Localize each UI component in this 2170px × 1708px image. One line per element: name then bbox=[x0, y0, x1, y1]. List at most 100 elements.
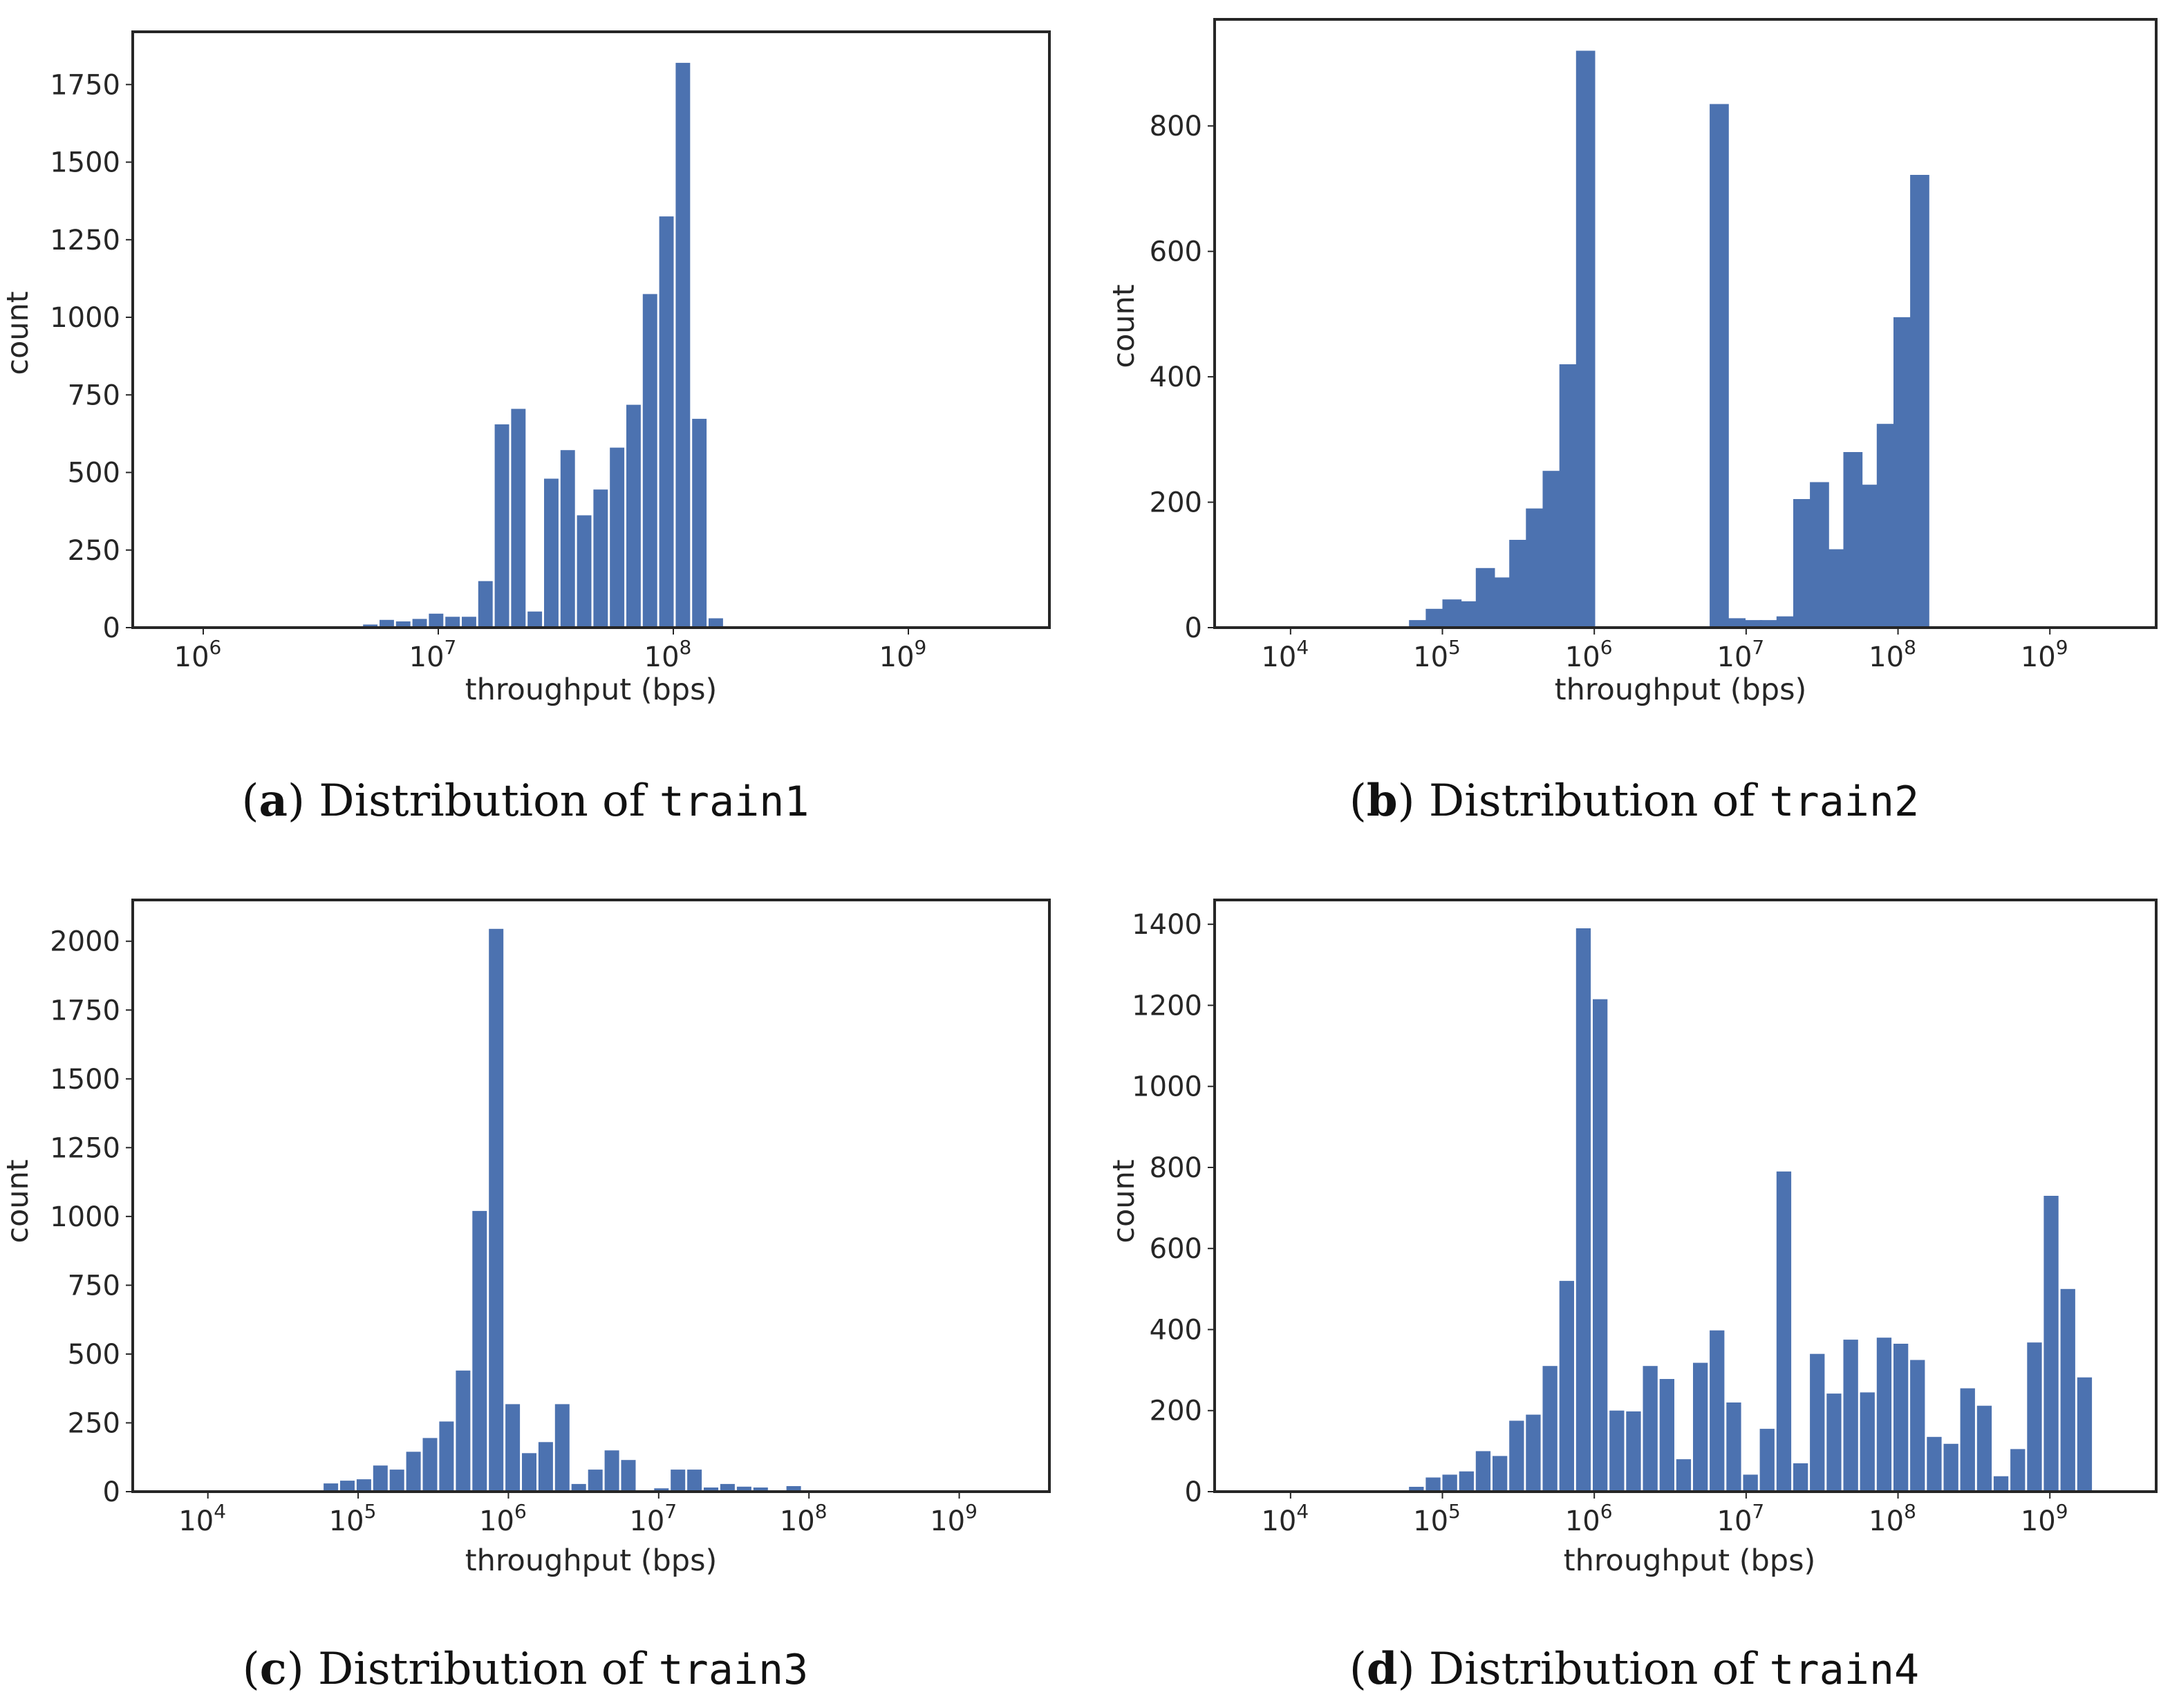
bar bbox=[1810, 1353, 1825, 1492]
y-tick-label: 1500 bbox=[50, 1064, 120, 1096]
y-tick-label: 400 bbox=[1150, 362, 1202, 393]
y-tick-label: 0 bbox=[1185, 612, 1202, 644]
x-tick-label: 105 bbox=[329, 1500, 377, 1537]
plot-frame bbox=[131, 899, 1051, 1493]
bar bbox=[1442, 599, 1462, 628]
bar bbox=[659, 216, 674, 628]
bar bbox=[1776, 1171, 1792, 1492]
bar bbox=[422, 1438, 438, 1492]
bar bbox=[1710, 104, 1729, 628]
bar bbox=[489, 928, 504, 1492]
caption-prefix: Distribution of bbox=[1429, 776, 1758, 827]
bar bbox=[1425, 608, 1446, 628]
bar bbox=[363, 624, 378, 628]
bar bbox=[675, 62, 691, 628]
bar bbox=[1793, 1463, 1808, 1492]
bar bbox=[1759, 620, 1779, 628]
x-axis-label: throughput (bps) bbox=[1555, 673, 1807, 707]
y-tick-label: 0 bbox=[1185, 1476, 1202, 1508]
bar bbox=[1726, 618, 1746, 628]
caption-dataset-name: train4 bbox=[1769, 1646, 1919, 1694]
y-tick-label: 1750 bbox=[50, 995, 120, 1026]
bar bbox=[704, 1488, 718, 1492]
bar bbox=[505, 1404, 521, 1492]
bar bbox=[1743, 620, 1763, 628]
bar bbox=[544, 478, 559, 628]
bar bbox=[356, 1479, 371, 1492]
y-tick-label: 0 bbox=[103, 612, 120, 644]
y-axis-label: count bbox=[1, 1159, 35, 1243]
bar bbox=[1910, 1360, 1925, 1492]
bar bbox=[373, 1465, 388, 1492]
y-tick-label: 200 bbox=[1150, 487, 1202, 519]
x-tick-label: 107 bbox=[1717, 636, 1765, 673]
bar bbox=[1826, 1393, 1842, 1492]
bar bbox=[2027, 1342, 2042, 1492]
x-tick-label: 108 bbox=[780, 1500, 827, 1537]
bar bbox=[2077, 1377, 2093, 1492]
bars bbox=[1409, 50, 1929, 628]
bar bbox=[1475, 567, 1495, 628]
bar bbox=[1876, 424, 1896, 628]
plot-c: 0 250 500 750 1000 1250 1500 1750 2000 104 105 106 1… bbox=[50, 899, 1051, 1537]
bar bbox=[1693, 1362, 1708, 1492]
chart-panel-c: 0 250 500 750 1000 1250 1500 1750 2000 104 105 106 1… bbox=[1, 899, 1051, 1695]
y-tick-label: 250 bbox=[68, 1407, 120, 1439]
bar bbox=[389, 1470, 404, 1492]
y-axis-label: count bbox=[1, 291, 35, 375]
bar bbox=[2010, 1449, 2026, 1492]
bar bbox=[511, 409, 526, 628]
bar bbox=[1893, 1344, 1909, 1492]
y-tick-label: 0 bbox=[103, 1476, 120, 1508]
x-tick-label: 106 bbox=[174, 636, 222, 673]
bar bbox=[1493, 577, 1512, 628]
caption-letter: d bbox=[1367, 1643, 1398, 1695]
bar bbox=[560, 450, 575, 628]
bar bbox=[687, 1470, 702, 1492]
bar bbox=[588, 1470, 603, 1492]
bar bbox=[642, 294, 657, 628]
bar bbox=[1910, 175, 1929, 628]
caption-letter: b bbox=[1367, 775, 1398, 827]
y-tick-label: 1400 bbox=[1132, 909, 1202, 941]
x-tick-label: 108 bbox=[1869, 1500, 1916, 1537]
bar bbox=[1526, 508, 1545, 628]
caption-dataset-name: train3 bbox=[658, 1646, 808, 1694]
caption-c: (c) Distribution of train3 bbox=[243, 1643, 808, 1695]
bar bbox=[1843, 1340, 1858, 1492]
bar bbox=[1993, 1476, 2009, 1492]
bar bbox=[1659, 1379, 1674, 1492]
x-tick-label: 107 bbox=[409, 636, 457, 673]
bar bbox=[1425, 1477, 1441, 1492]
x-tick-label: 108 bbox=[644, 636, 692, 673]
bar bbox=[1409, 1487, 1424, 1492]
caption-a: (a) Distribution of train1 bbox=[242, 775, 810, 827]
bar bbox=[571, 1483, 586, 1492]
y-tick-label: 1000 bbox=[50, 302, 120, 334]
bar bbox=[1860, 485, 1880, 628]
bar bbox=[1893, 317, 1913, 628]
bar bbox=[1793, 499, 1813, 628]
bar bbox=[478, 581, 493, 628]
y-tick-label: 750 bbox=[68, 1270, 120, 1302]
bar bbox=[1943, 1443, 1958, 1492]
bar bbox=[1493, 1456, 1508, 1492]
y-tick-label: 750 bbox=[68, 379, 120, 411]
bar bbox=[1743, 1474, 1758, 1492]
chart-panel-d: 0 200 400 600 800 1000 1200 1400 104 105 106 107 108… bbox=[1107, 899, 2158, 1695]
bar bbox=[671, 1470, 686, 1492]
x-tick-label: 104 bbox=[1261, 1500, 1309, 1537]
bar bbox=[1475, 1451, 1491, 1492]
bar bbox=[412, 619, 427, 628]
bar bbox=[1575, 50, 1596, 628]
bar bbox=[1459, 1471, 1474, 1492]
bar bbox=[472, 1210, 487, 1492]
bar bbox=[494, 424, 509, 628]
y-axis-label: count bbox=[1107, 1159, 1141, 1243]
bar bbox=[380, 619, 394, 628]
bar bbox=[395, 621, 411, 628]
bar bbox=[2043, 1196, 2059, 1492]
y-tick-label: 1250 bbox=[50, 225, 120, 256]
bar bbox=[456, 1370, 471, 1492]
